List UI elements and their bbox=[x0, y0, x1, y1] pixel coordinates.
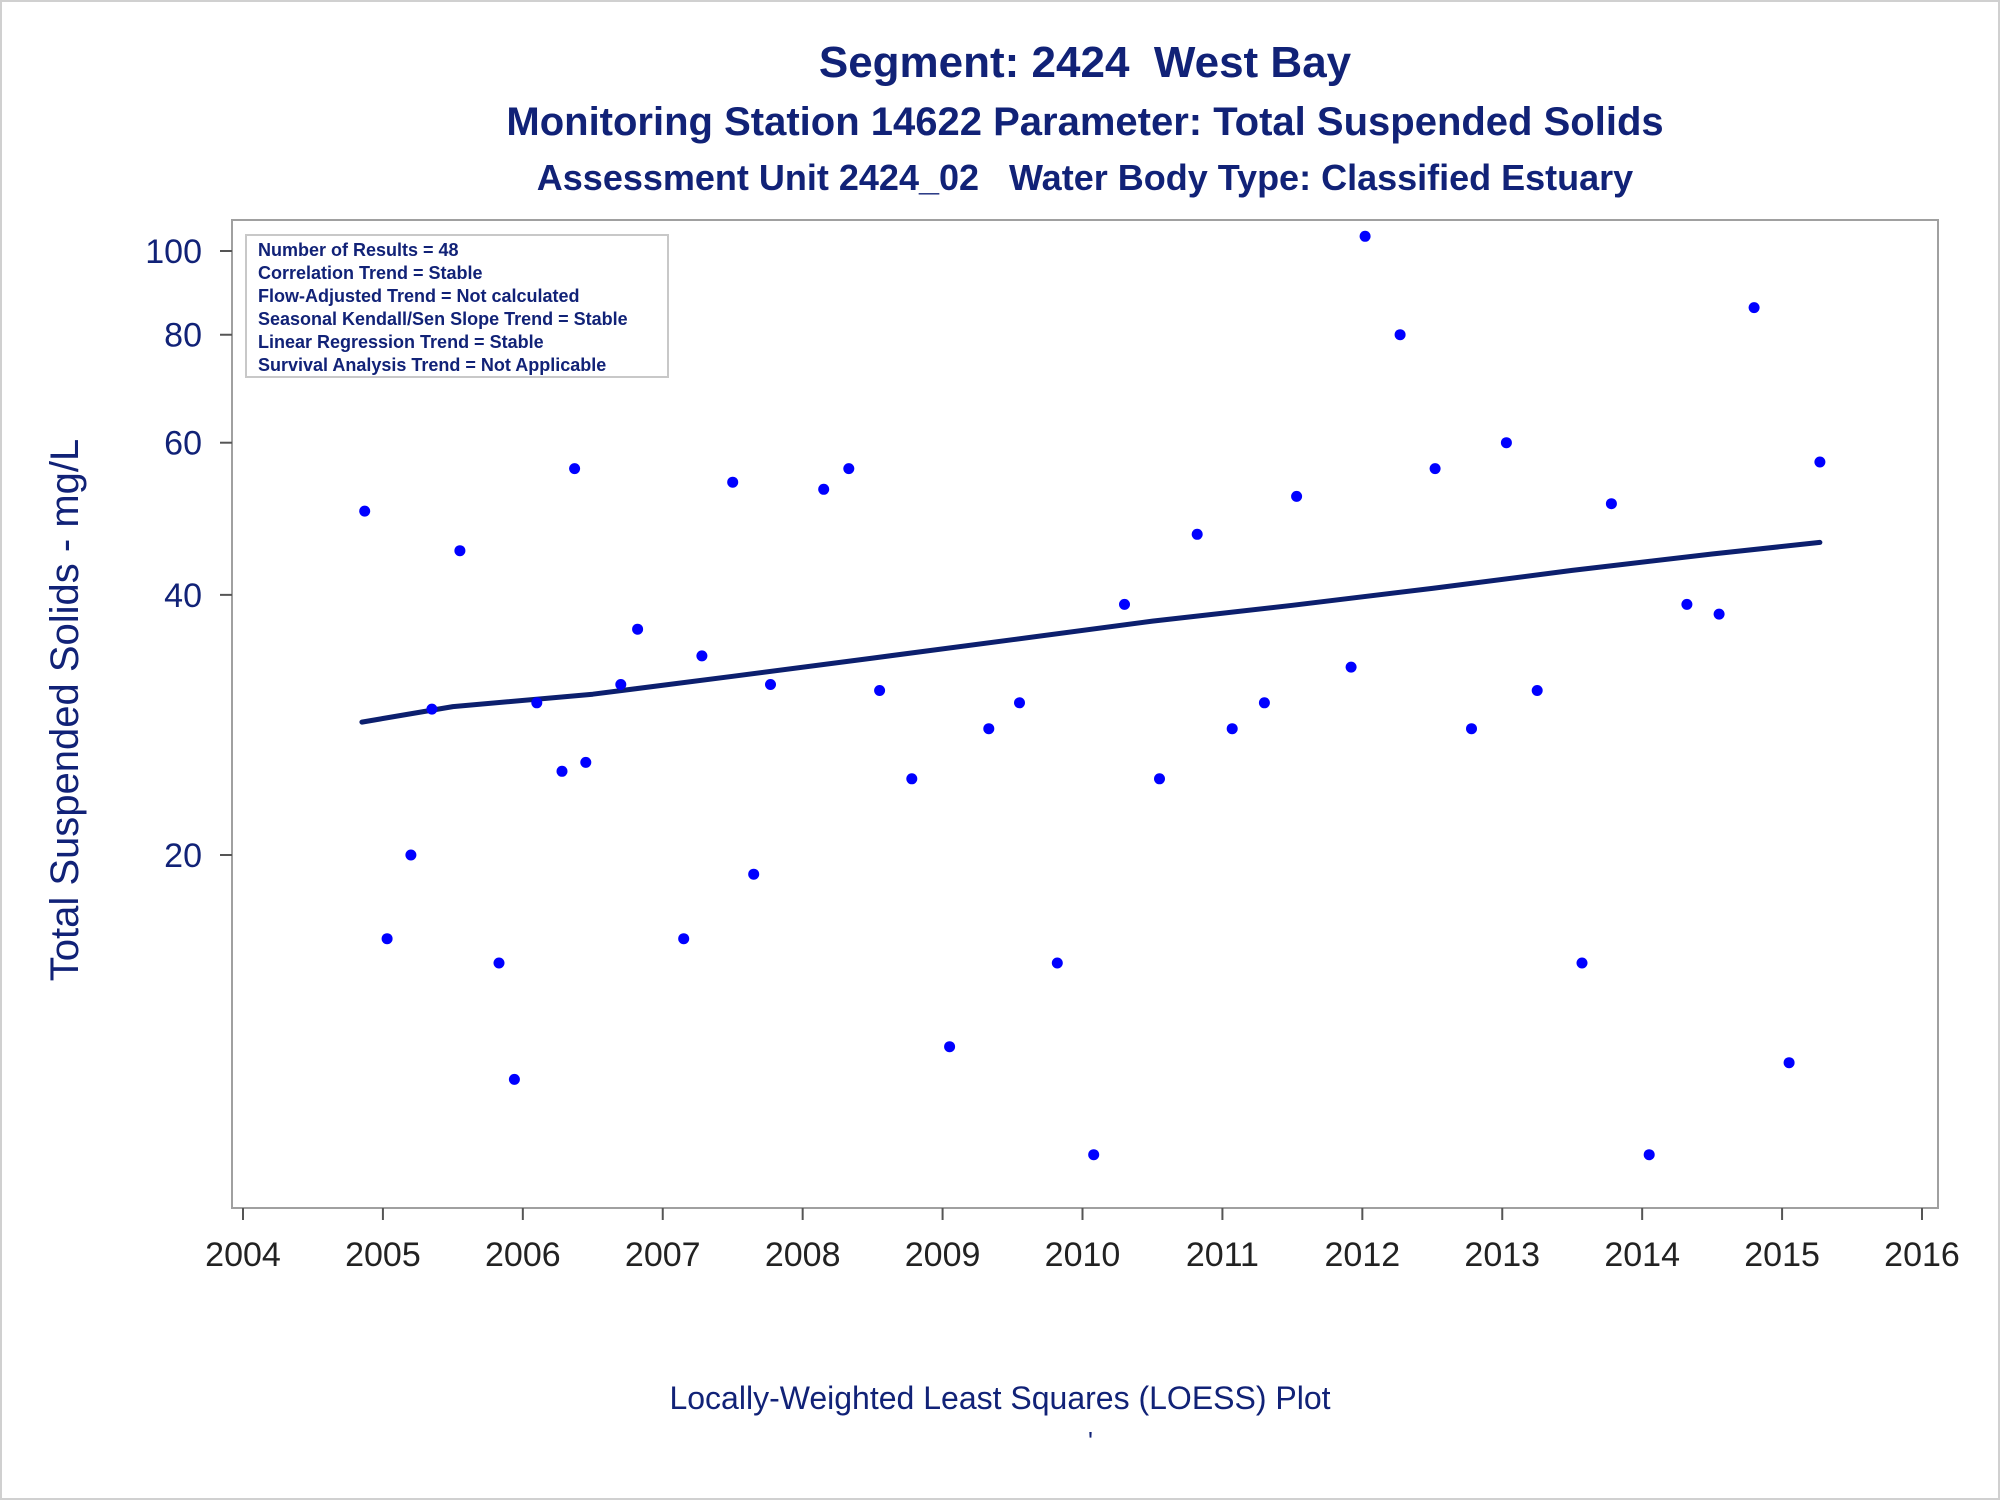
data-point bbox=[493, 957, 505, 969]
data-point bbox=[1748, 302, 1760, 314]
data-point bbox=[983, 723, 995, 735]
data-point bbox=[1051, 957, 1063, 969]
plot-type-footnote: Locally-Weighted Least Squares (LOESS) P… bbox=[669, 1380, 1331, 1416]
y-tick-label: 100 bbox=[145, 233, 202, 271]
data-point bbox=[508, 1073, 520, 1085]
chart-subtitle-assessment: Assessment Unit 2424_02 Water Body Type:… bbox=[536, 157, 1634, 198]
data-point bbox=[454, 545, 466, 557]
data-point bbox=[944, 1041, 956, 1053]
data-point bbox=[1814, 456, 1826, 468]
data-point bbox=[1014, 697, 1025, 709]
stats-box-line: Linear Regression Trend = Stable bbox=[258, 332, 544, 352]
data-point bbox=[1154, 773, 1165, 785]
y-axis-label: Total Suspended Solids - mg/L bbox=[43, 439, 87, 982]
data-point bbox=[1088, 1149, 1100, 1161]
y-tick-label: 40 bbox=[164, 577, 202, 615]
data-point bbox=[556, 765, 568, 777]
data-point bbox=[1783, 1057, 1795, 1069]
data-point bbox=[405, 849, 417, 861]
stats-box-line: Correlation Trend = Stable bbox=[258, 263, 483, 283]
stats-box-line: Number of Results = 48 bbox=[258, 240, 459, 260]
loess-trend-line bbox=[359, 539, 1823, 725]
stats-box-line: Flow-Adjusted Trend = Not calculated bbox=[258, 286, 580, 306]
data-point bbox=[1191, 528, 1203, 540]
data-point bbox=[1258, 697, 1270, 709]
footnote-mark: ' bbox=[1088, 1426, 1093, 1456]
stats-box-line: Seasonal Kendall/Sen Slope Trend = Stabl… bbox=[258, 309, 628, 329]
data-point bbox=[1576, 957, 1588, 969]
data-point bbox=[1359, 230, 1371, 242]
data-point bbox=[531, 697, 543, 709]
y-tick-label: 20 bbox=[164, 837, 202, 875]
data-point bbox=[359, 505, 371, 517]
y-tick-label: 60 bbox=[164, 425, 202, 463]
data-point bbox=[696, 650, 708, 662]
data-point bbox=[1681, 598, 1693, 610]
data-point bbox=[818, 483, 830, 495]
data-point bbox=[381, 933, 393, 945]
data-point bbox=[1531, 685, 1543, 696]
y-tick-label: 80 bbox=[164, 317, 202, 355]
x-tick-label: 2012 bbox=[1325, 1236, 1401, 1274]
stats-box bbox=[245, 234, 669, 378]
data-point bbox=[615, 679, 627, 690]
x-tick-label: 2009 bbox=[905, 1236, 981, 1274]
data-point bbox=[1119, 598, 1130, 610]
data-point bbox=[1605, 498, 1617, 510]
x-tick-label: 2011 bbox=[1186, 1236, 1259, 1274]
x-tick-label: 2013 bbox=[1464, 1236, 1540, 1274]
data-point bbox=[906, 773, 918, 785]
data-point bbox=[843, 463, 855, 475]
x-tick-label: 2005 bbox=[345, 1236, 421, 1274]
data-point bbox=[426, 703, 438, 715]
data-point bbox=[1429, 463, 1441, 475]
chart-title: Segment: 2424 West Bay bbox=[818, 38, 1352, 87]
plot-area bbox=[231, 219, 1939, 1209]
data-point bbox=[569, 463, 581, 475]
data-point bbox=[727, 476, 739, 488]
data-point bbox=[1643, 1149, 1655, 1161]
x-tick-label: 2014 bbox=[1604, 1236, 1680, 1274]
x-tick-label: 2008 bbox=[765, 1236, 841, 1274]
data-point bbox=[1291, 490, 1303, 502]
data-point bbox=[1345, 661, 1357, 673]
data-point bbox=[874, 685, 886, 696]
data-point bbox=[1226, 723, 1238, 735]
x-tick-label: 2015 bbox=[1744, 1236, 1820, 1274]
data-point bbox=[678, 933, 690, 945]
x-tick-label: 2004 bbox=[205, 1236, 281, 1274]
x-tick-label: 2010 bbox=[1045, 1236, 1121, 1274]
data-point bbox=[1466, 723, 1477, 735]
data-point bbox=[1500, 437, 1512, 449]
data-point bbox=[632, 623, 644, 635]
data-point bbox=[748, 868, 760, 880]
data-point bbox=[580, 756, 592, 768]
x-tick-label: 2016 bbox=[1884, 1236, 1960, 1274]
x-tick-label: 2006 bbox=[485, 1236, 561, 1274]
data-point bbox=[1713, 608, 1725, 620]
chart-subtitle-station: Monitoring Station 14622 Parameter: Tota… bbox=[506, 100, 1664, 144]
data-point bbox=[1394, 329, 1406, 341]
x-tick-label: 2007 bbox=[625, 1236, 701, 1274]
data-point bbox=[765, 679, 776, 690]
stats-box-line: Survival Analysis Trend = Not Applicable bbox=[258, 355, 606, 375]
